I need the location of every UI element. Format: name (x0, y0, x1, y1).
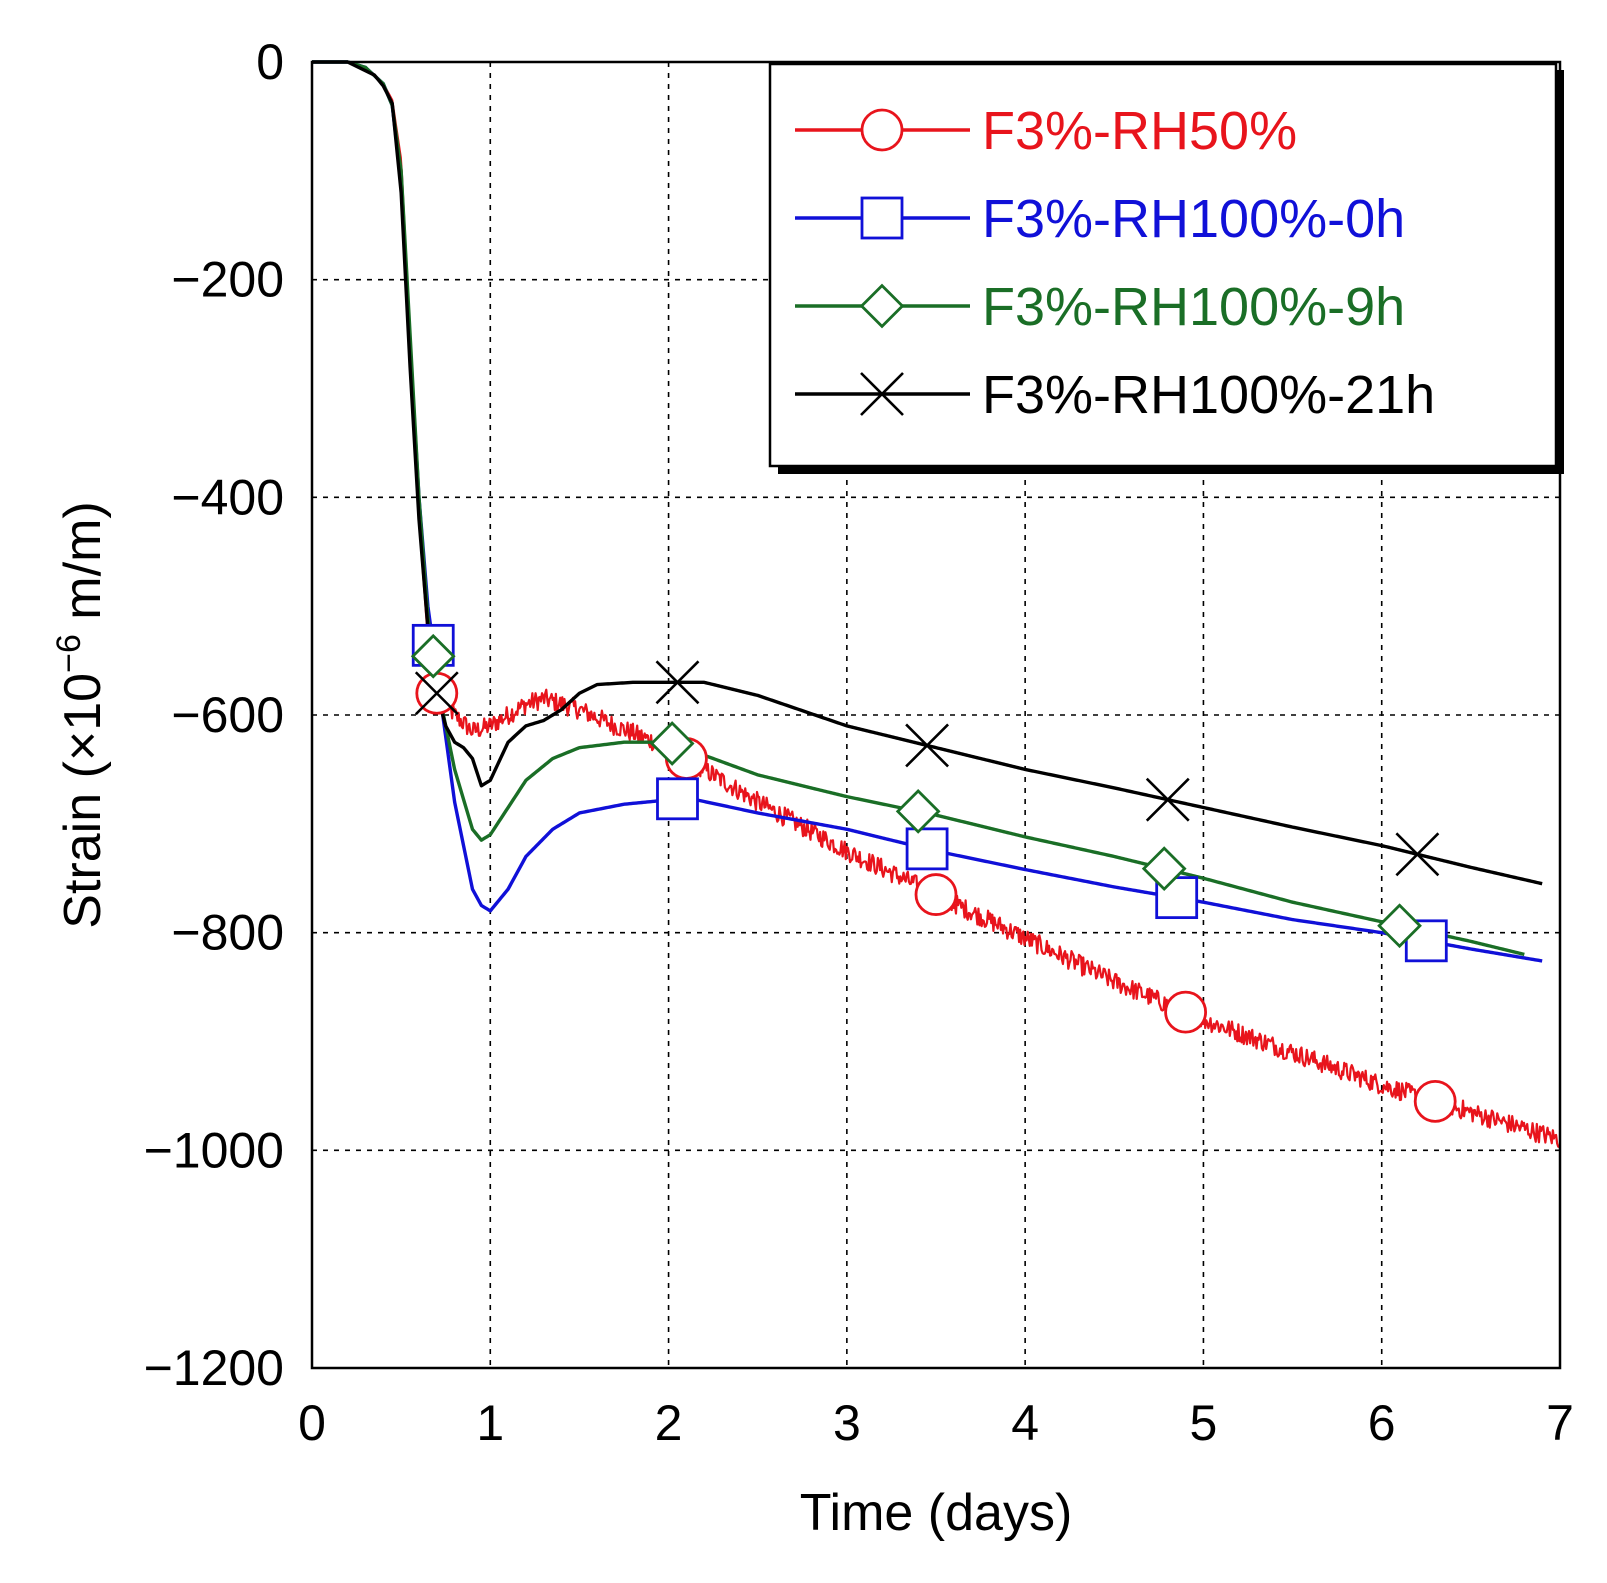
y-axis-title-unit: m/m) (54, 501, 112, 634)
legend-marker-f3-rh100-0h (860, 196, 904, 240)
x-axis-title: Time (days) (800, 1484, 1073, 1542)
y-axis-title-exponent: −6 (50, 634, 88, 673)
legend-marker-f3-rh50 (860, 108, 904, 152)
x-tick-label: 5 (1190, 1395, 1218, 1451)
legend-marker-f3-rh100-21h (860, 372, 904, 416)
y-tick-label: 0 (256, 34, 284, 90)
series-marker-f3-rh100-0h (656, 777, 699, 821)
series-marker-f3-rh50 (914, 873, 958, 916)
x-axis-ticks: 0 1 2 3 4 5 6 7 (298, 1395, 1574, 1451)
x-tick-label: 4 (1011, 1395, 1039, 1451)
legend-label-f3-rh100-0h: F3%-RH100%-0h (982, 189, 1405, 249)
series-marker-f3-rh100-21h (1395, 832, 1440, 877)
legend-label-f3-rh100-21h: F3%-RH100%-21h (982, 365, 1435, 425)
series-marker-f3-rh50 (1413, 1079, 1457, 1123)
x-tick-label: 0 (298, 1395, 326, 1451)
y-tick-label: −800 (171, 905, 284, 961)
legend: F3%-RH50% F3%-RH100%-0h F3%-RH100%-9h F3%-R… (768, 62, 1564, 474)
x-tick-label: 7 (1546, 1395, 1574, 1451)
legend-box (768, 62, 1558, 468)
series-marker-f3-rh100-9h (1141, 846, 1187, 892)
y-tick-label: −400 (171, 469, 284, 525)
y-tick-label: −600 (171, 687, 284, 743)
x-tick-label: 6 (1368, 1395, 1396, 1451)
plot-frame (310, 60, 1562, 1370)
y-axis-ticks: 0 −200 −400 −600 −800 −1000 −1200 (144, 34, 284, 1396)
legend-label-f3-rh50: F3%-RH50% (982, 101, 1297, 161)
x-tick-label: 1 (476, 1395, 504, 1451)
x-tick-label: 2 (655, 1395, 683, 1451)
y-axis-title: Strain (×10−6 m/m) (50, 501, 112, 928)
x-tick-label: 3 (833, 1395, 861, 1451)
series-marker-f3-rh50 (1164, 990, 1207, 1034)
series-marker-f3-rh100-21h (1145, 777, 1190, 822)
series-marker-f3-rh100-0h (905, 827, 949, 871)
series-marker-f3-rh100-9h (649, 721, 695, 766)
legend-marker-f3-rh100-9h (859, 283, 905, 329)
series-marker-f3-rh100-9h (1377, 903, 1422, 949)
marker-layer (410, 623, 1457, 1123)
series-marker-f3-rh100-21h (414, 671, 459, 716)
legend-entries: F3%-RH50% F3%-RH100%-0h F3%-RH100%-9h F3%-R… (795, 101, 1435, 425)
series-marker-f3-rh100-9h (410, 633, 456, 679)
legend-label-f3-rh100-9h: F3%-RH100%-9h (982, 277, 1405, 337)
grid-lines (312, 62, 1560, 1368)
y-tick-label: −1200 (144, 1340, 284, 1396)
series-marker-f3-rh100-21h (905, 723, 950, 768)
y-axis-title-main: Strain (×10 (54, 673, 112, 929)
series-marker-f3-rh100-9h (895, 789, 941, 834)
series-marker-f3-rh100-0h (1404, 919, 1448, 963)
series-marker-f3-rh100-21h (655, 660, 700, 705)
y-tick-label: −200 (171, 252, 284, 308)
y-tick-label: −1000 (144, 1122, 284, 1178)
